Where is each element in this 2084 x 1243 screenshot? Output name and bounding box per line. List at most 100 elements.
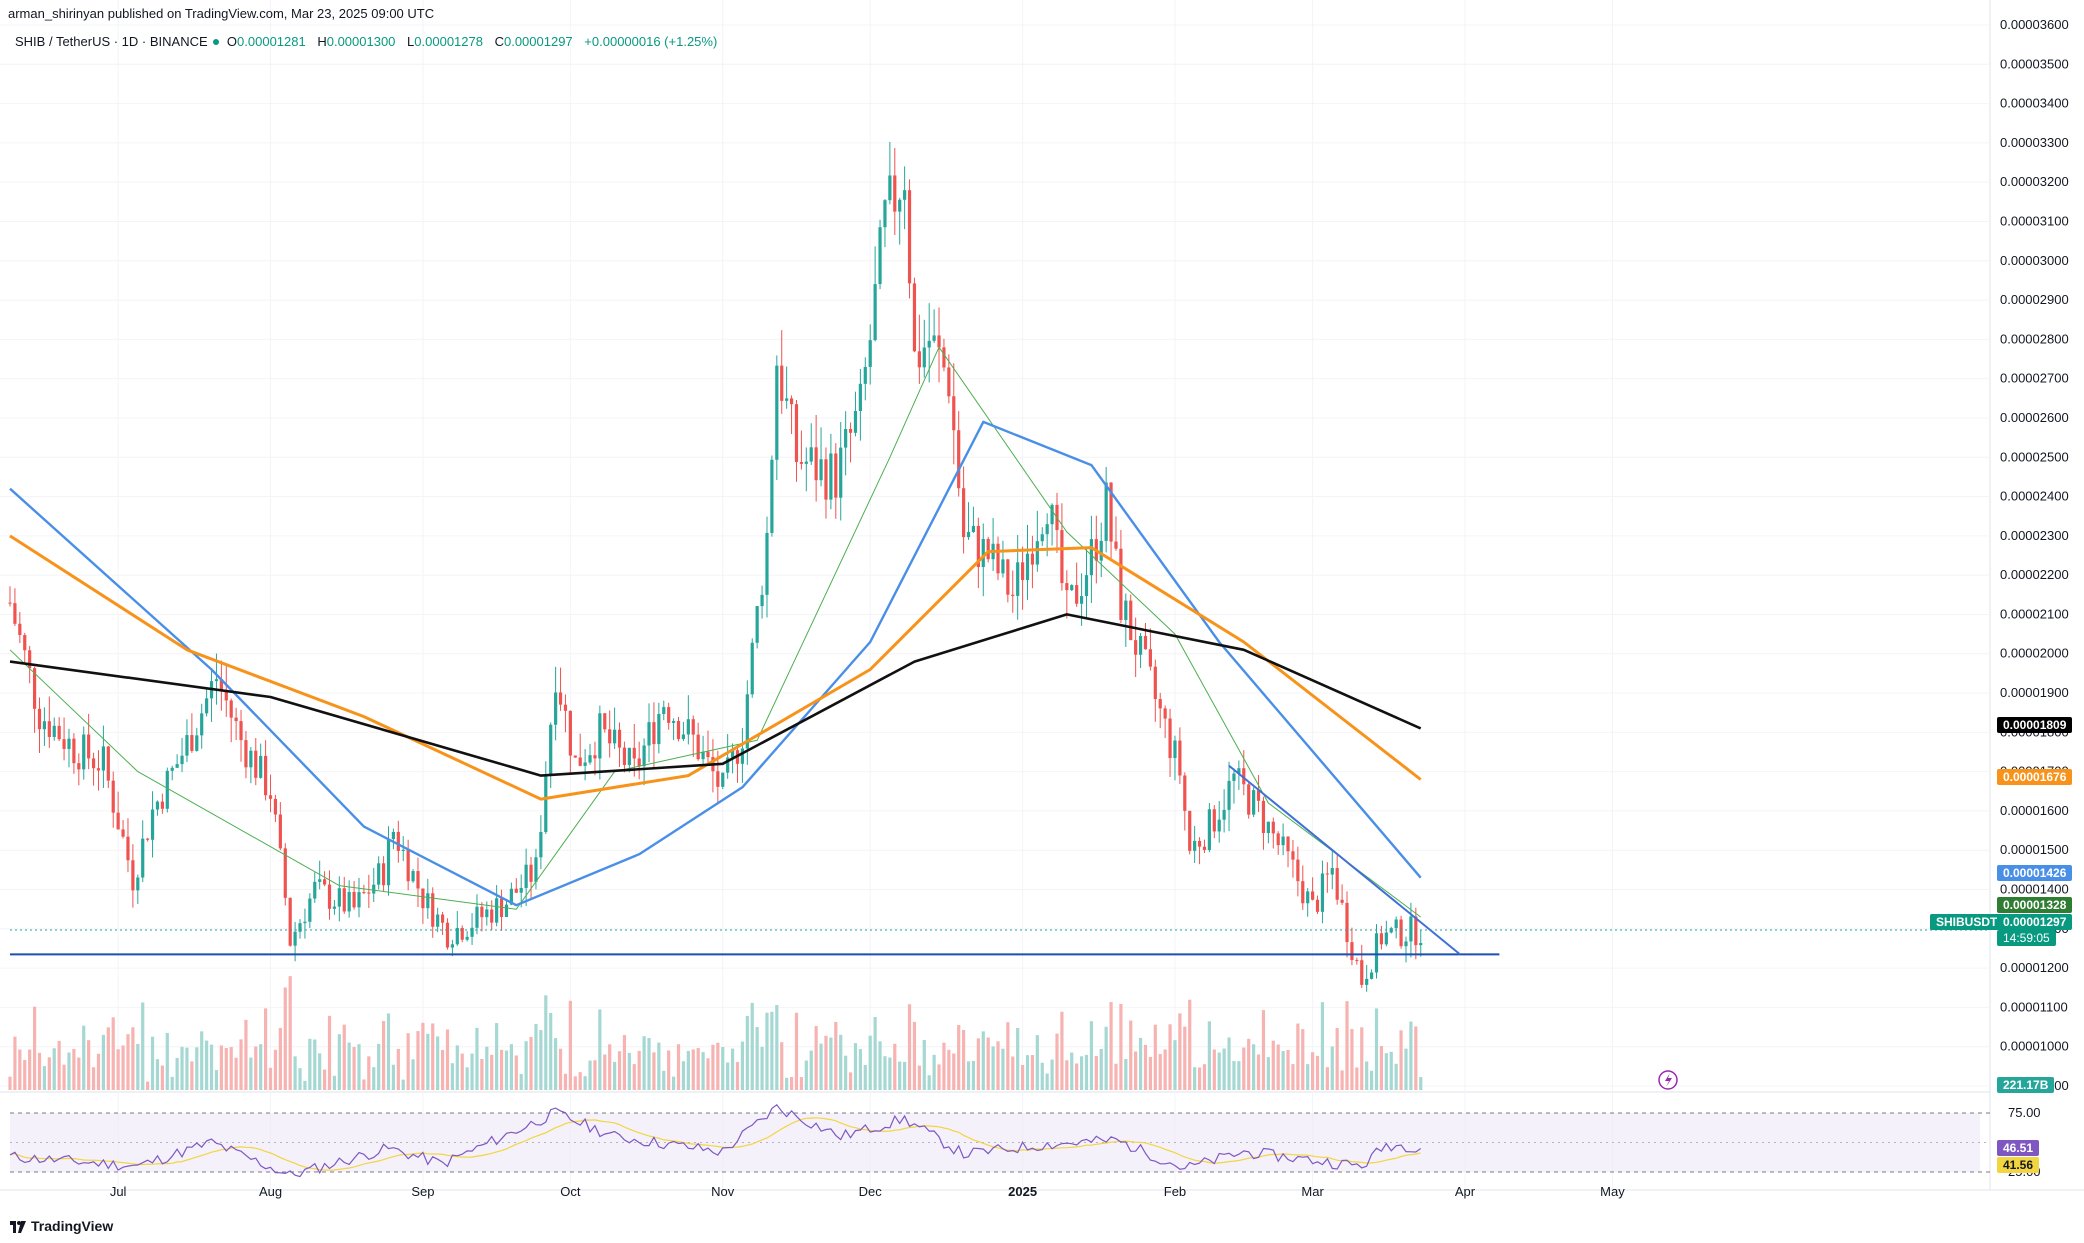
volume-bar-down (696, 1048, 700, 1090)
volume-bar-up (485, 1046, 489, 1090)
volume-bar-up (544, 995, 548, 1090)
candle-up (470, 927, 474, 937)
volume-bar-up (991, 1046, 995, 1090)
volume-bar-up (411, 1059, 415, 1090)
volume-bar-down (1119, 1003, 1123, 1090)
volume-bar-up (150, 1036, 155, 1090)
time-tick-label: Aug (259, 1184, 282, 1199)
volume-bar-down (1276, 1044, 1280, 1090)
ma20-price-tag: 0.00001328 (1997, 897, 2073, 913)
volume-bar-down (1271, 1040, 1275, 1090)
bar-countdown-tag: 14:59:05 (1997, 930, 2056, 946)
candle-up (1369, 972, 1374, 979)
volume-bar-down (1178, 1013, 1182, 1090)
volume-bar-down (1335, 1028, 1339, 1090)
candle-down (937, 335, 941, 348)
candle-down (96, 768, 101, 771)
volume-bar-up (1404, 1048, 1408, 1090)
candle-up (332, 906, 337, 909)
volume-bar-down (460, 1053, 464, 1090)
volume-bar-up (141, 1002, 145, 1090)
candle-up (1025, 553, 1030, 581)
candle-down (1114, 541, 1118, 549)
volume-bar-down (667, 1050, 671, 1090)
time-tick-label: Oct (560, 1184, 581, 1199)
volume-bar-down (1158, 1054, 1162, 1090)
volume-bar-up (829, 1037, 833, 1090)
price-tick-label: 0.00003500 (2000, 56, 2069, 71)
volume-bar-up (863, 1064, 867, 1090)
volume-bar-down (1163, 1049, 1167, 1090)
candle-up (1207, 809, 1211, 851)
candle-up (1079, 596, 1084, 604)
volume-bar-down (637, 1050, 641, 1090)
candle-up (1104, 482, 1108, 541)
volume-bar-up (819, 1043, 823, 1090)
volume-bar-up (249, 1057, 253, 1090)
price-tick-label: 0.00003100 (2000, 213, 2069, 228)
descending-trendline (1228, 764, 1461, 956)
volume-bar-down (1212, 1049, 1216, 1090)
volume-bar-up (1089, 1021, 1094, 1090)
volume-bar-up (185, 1047, 189, 1090)
candle-up (1222, 809, 1226, 820)
volume-bar-down (848, 1072, 853, 1090)
candle-up (539, 832, 543, 858)
volume-bar-up (878, 1041, 882, 1090)
candle-up (101, 746, 105, 771)
candle-down (514, 888, 518, 893)
candle-down (229, 700, 233, 718)
volume-bar-up (298, 1068, 302, 1090)
candle-up (372, 884, 376, 894)
volume-bar-down (962, 1030, 966, 1090)
volume-bar-down (8, 1076, 12, 1090)
volume-bar-up (765, 1012, 769, 1090)
volume-bar-down (608, 1044, 612, 1090)
candle-down (1020, 562, 1025, 581)
volume-bar-down (440, 1049, 445, 1090)
volume-bar-down (1134, 1051, 1138, 1090)
candle-down (1399, 919, 1403, 947)
volume-bar-up (372, 1067, 376, 1090)
high-value: 0.00001300 (326, 34, 396, 49)
volume-bar-down (622, 1035, 627, 1090)
candle-up (475, 906, 479, 928)
symbol-title[interactable]: SHIB / TetherUS · 1D · BINANCE (15, 34, 208, 49)
volume-bar-up (1138, 1037, 1143, 1090)
candle-up (868, 340, 872, 367)
volume-bar-up (214, 1070, 219, 1090)
candle-up (401, 849, 405, 851)
close-label: C (494, 34, 504, 49)
candle-up (313, 881, 317, 899)
volume-bar-down (362, 1079, 366, 1090)
candle-down (121, 829, 125, 837)
ohlc-legend: SHIB / TetherUS · 1D · BINANCE O0.000012… (15, 34, 725, 49)
candle-down (568, 710, 572, 756)
volume-bar-up (539, 1030, 543, 1090)
volume-bar-up (455, 1045, 459, 1090)
candle-down (254, 750, 258, 778)
volume-bar-up (721, 1047, 725, 1090)
candle-down (445, 922, 450, 948)
candle-down (947, 367, 951, 397)
candle-up (809, 447, 813, 462)
candle-up (465, 936, 469, 940)
candle-down (1276, 833, 1280, 846)
volume-bar-down (691, 1049, 695, 1090)
volume-bar-up (932, 1054, 936, 1090)
tradingview-logo[interactable]: TradingView (10, 1218, 113, 1234)
candle-down (283, 848, 287, 898)
volume-bar-up (1016, 1028, 1020, 1090)
price-tick-label: 0.00002600 (2000, 410, 2069, 425)
open-label: O (226, 34, 238, 49)
volume-bar-down (1114, 1063, 1118, 1090)
volume-bar-down (219, 1045, 223, 1090)
volume-bar-up (701, 1052, 705, 1090)
time-tick-label: Sep (411, 1184, 434, 1199)
volume-bar-up (1306, 1064, 1310, 1090)
candle-up (863, 366, 867, 384)
change-value: +0.00000016 (+1.25%) (584, 34, 718, 49)
volume-bar-up (681, 1061, 686, 1090)
volume-bar-down (244, 1019, 248, 1090)
